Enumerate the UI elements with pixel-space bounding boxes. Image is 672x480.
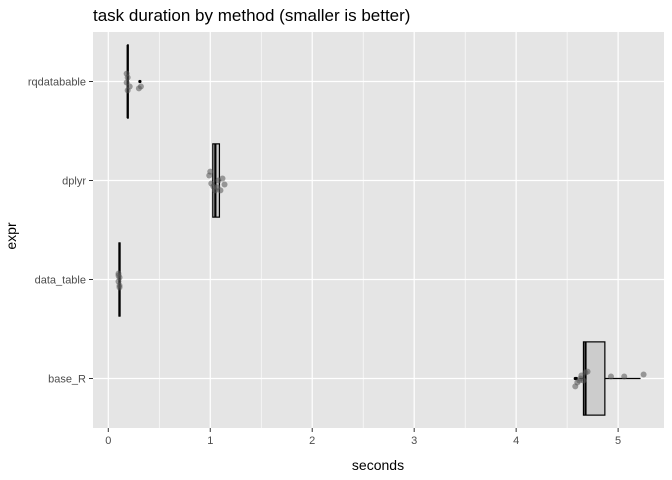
x-tick-label: 5 [615, 435, 621, 447]
data-point [116, 284, 123, 291]
y-axis-title: expr [3, 222, 19, 250]
outlier-point [138, 79, 142, 84]
y-tick-label: rqdatabable [28, 77, 86, 89]
box-group-data_table [115, 242, 123, 317]
x-tick-label: 0 [105, 435, 111, 447]
chart-title: task duration by method (smaller is bett… [93, 6, 410, 25]
axes: 0 1 2 3 4 5 base_R data_table dplyr rqdatabable [28, 77, 621, 448]
plot-panel [93, 32, 664, 428]
box-group-dplyr [206, 143, 228, 218]
y-tick-label: dplyr [62, 176, 86, 188]
x-tick-label: 3 [411, 435, 417, 447]
data-point [207, 168, 214, 175]
box-group-base_R [572, 341, 647, 416]
data-point [580, 377, 587, 384]
x-axis-title: seconds [352, 457, 404, 473]
data-point [124, 87, 131, 94]
y-tick-label: base_R [48, 374, 86, 386]
data-point [640, 371, 647, 378]
data-point [137, 83, 144, 90]
outlier-point [573, 376, 577, 381]
box-group-rqdatabable [123, 44, 144, 119]
data-point [607, 373, 614, 380]
data-point [124, 74, 131, 81]
data-point [208, 180, 215, 187]
data-point [217, 187, 224, 194]
y-tick-label: data_table [35, 275, 86, 287]
boxplot-marks [115, 44, 647, 416]
data-point [215, 177, 222, 184]
data-point [621, 373, 628, 380]
data-point [584, 368, 591, 375]
box [582, 341, 606, 416]
data-point [115, 270, 122, 277]
x-tick-label: 2 [309, 435, 315, 447]
x-tick-label: 1 [207, 435, 213, 447]
x-tick-label: 4 [513, 435, 519, 447]
data-point [221, 181, 228, 188]
gridlines [93, 32, 664, 428]
